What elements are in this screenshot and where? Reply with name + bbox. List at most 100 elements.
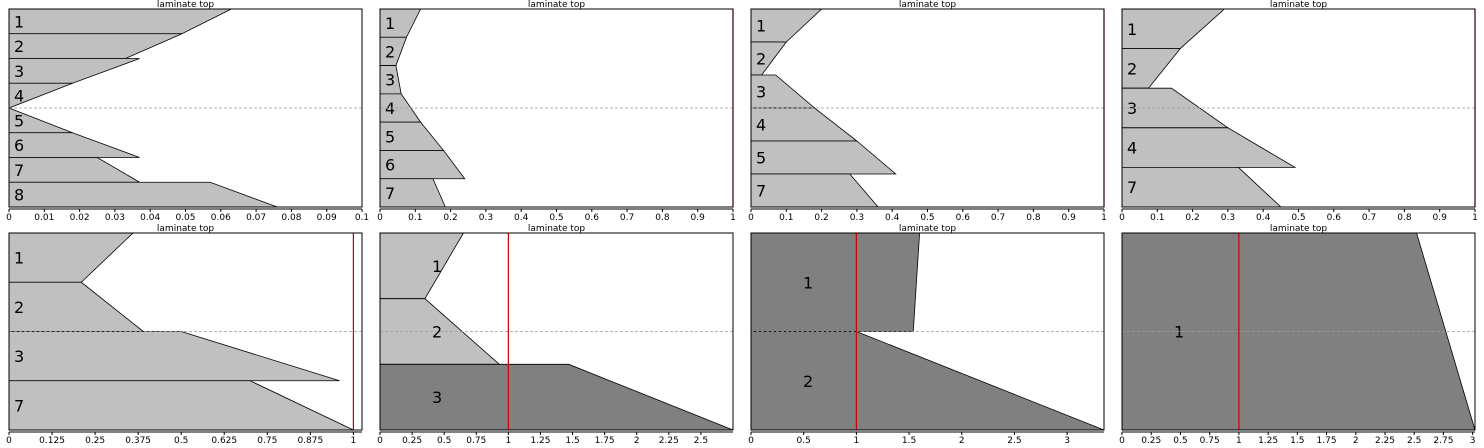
ply-label: 1 bbox=[1174, 323, 1184, 342]
x-axis: 0 0.25 0.5 0.75 1 1.25 1.5 1.75 2 2.25 2.5 bbox=[377, 431, 733, 446]
x-tick-label: 0.7 bbox=[620, 213, 634, 223]
x-tick-label: 0.6 bbox=[1327, 213, 1342, 223]
x-axis: 0 0.1 0.2 0.3 0.4 0.5 0.6 0.7 0.8 0.9 1 bbox=[377, 208, 736, 223]
x-tick-label: 0 bbox=[377, 213, 383, 223]
ply-label: 2 bbox=[756, 50, 766, 69]
x-tick-label: 0.06 bbox=[211, 213, 231, 223]
plot-frame bbox=[379, 8, 734, 208]
x-tick-label: 0.9 bbox=[1433, 213, 1448, 223]
x-tick-label: 0 bbox=[6, 213, 12, 223]
ply-1 bbox=[750, 232, 921, 332]
plot-frame bbox=[1121, 232, 1476, 431]
chart-title: laminate top bbox=[528, 0, 585, 10]
x-tick-label: 0.07 bbox=[246, 213, 266, 223]
plot-frame bbox=[8, 8, 363, 208]
x-tick-label: 1 bbox=[351, 436, 357, 446]
x-tick-label: 2.5 bbox=[694, 436, 708, 446]
x-tick-label: 0.2 bbox=[814, 213, 828, 223]
x-axis: 0 0.01 0.02 0.03 0.04 0.05 0.06 0.07 0.08 0.09 0.1 bbox=[6, 208, 369, 223]
plot-frame bbox=[379, 232, 734, 431]
x-tick-label: 0.1 bbox=[1150, 213, 1164, 223]
laminate-chart-2: laminate top 1 2 3 4 5 6 70 0.1 0.2 0.3 0.4 0.5 0.6 0.… bbox=[377, 0, 736, 223]
ply-label: 1 bbox=[756, 17, 766, 36]
ply-label: 2 bbox=[1127, 59, 1137, 78]
x-tick-label: 0.05 bbox=[175, 213, 195, 223]
chart-title: laminate top bbox=[899, 0, 956, 10]
ply-label: 2 bbox=[432, 323, 442, 342]
ply-label: 6 bbox=[14, 136, 24, 155]
ply-label: 1 bbox=[14, 249, 24, 268]
ply-label: 5 bbox=[385, 127, 395, 146]
ply-label: 3 bbox=[1127, 99, 1137, 118]
x-axis: 0 0.125 0.25 0.375 0.5 0.625 0.75 0.875 1 bbox=[6, 431, 362, 446]
x-tick-label: 1 bbox=[1101, 213, 1107, 223]
x-tick-label: 0.4 bbox=[1256, 213, 1271, 223]
ply-label: 8 bbox=[14, 186, 24, 205]
x-tick-label: 1.25 bbox=[1258, 436, 1278, 446]
laminate-chart-7: laminate top 1 2 0 0.5 1 1.5 2 2.5 3 bbox=[748, 224, 1105, 446]
chart-title: laminate top bbox=[899, 224, 956, 234]
x-tick-label: 1 bbox=[854, 436, 860, 446]
x-tick-label: 0 bbox=[748, 213, 754, 223]
ply-label: 7 bbox=[756, 182, 766, 201]
x-tick-label: 0.7 bbox=[1362, 213, 1376, 223]
plot-frame bbox=[750, 8, 1105, 208]
plot-frame bbox=[8, 232, 363, 431]
ply-label: 5 bbox=[14, 111, 24, 130]
x-tick-label: 2.75 bbox=[1433, 436, 1453, 446]
ply-label: 3 bbox=[14, 347, 24, 366]
ply-label: 2 bbox=[385, 42, 395, 61]
x-tick-label: 2 bbox=[1353, 436, 1359, 446]
x-tick-label: 0.6 bbox=[956, 213, 971, 223]
x-tick-label: 1.75 bbox=[595, 436, 615, 446]
x-tick-label: 0.4 bbox=[514, 213, 529, 223]
plot-frame bbox=[1121, 8, 1476, 208]
ply-label: 2 bbox=[14, 37, 24, 56]
ply-label: 2 bbox=[803, 372, 813, 391]
x-tick-label: 0 bbox=[1119, 436, 1125, 446]
x-tick-label: 0.5 bbox=[1173, 436, 1187, 446]
x-tick-label: 0.9 bbox=[1062, 213, 1077, 223]
x-tick-label: 0.03 bbox=[105, 213, 125, 223]
x-tick-label: 0.375 bbox=[125, 436, 151, 446]
ply-label: 3 bbox=[756, 83, 766, 102]
x-tick-label: 0.6 bbox=[585, 213, 600, 223]
ply-label: 4 bbox=[756, 116, 766, 135]
x-tick-label: 0.25 bbox=[402, 436, 422, 446]
ply-label: 1 bbox=[14, 12, 24, 31]
x-tick-label: 0.8 bbox=[655, 213, 670, 223]
x-tick-label: 0.8 bbox=[1026, 213, 1041, 223]
ply-label: 4 bbox=[14, 87, 24, 106]
ply-label: 3 bbox=[14, 62, 24, 81]
x-tick-label: 0.3 bbox=[1221, 213, 1235, 223]
x-tick-label: 1 bbox=[730, 213, 736, 223]
laminate-chart-6: laminate top 1 2 3 0 0.25 0.5 0.75 1 1.25 1.5 1.75 2… bbox=[377, 224, 734, 446]
x-tick-label: 2.5 bbox=[1007, 436, 1021, 446]
chart-title: laminate top bbox=[157, 0, 214, 10]
x-tick-label: 1 bbox=[1236, 436, 1242, 446]
laminate-chart-1: laminate top 1 2 3 4 5 6 7 80 0.01 0.02 0.03 0.04 0.0… bbox=[6, 0, 369, 223]
x-tick-label: 1.75 bbox=[1317, 436, 1337, 446]
x-tick-label: 0.75 bbox=[257, 436, 277, 446]
x-tick-label: 0 bbox=[748, 436, 754, 446]
x-tick-label: 1.5 bbox=[1290, 436, 1304, 446]
x-tick-label: 0.5 bbox=[174, 436, 188, 446]
x-tick-label: 0.1 bbox=[779, 213, 793, 223]
x-tick-label: 0.5 bbox=[920, 213, 934, 223]
ply-label: 2 bbox=[14, 298, 24, 317]
x-tick-label: 0.02 bbox=[70, 213, 90, 223]
x-tick-label: 2.25 bbox=[1375, 436, 1395, 446]
ply-label: 1 bbox=[1127, 20, 1137, 39]
x-tick-label: 0.625 bbox=[211, 436, 237, 446]
x-tick-label: 0.8 bbox=[1397, 213, 1412, 223]
x-tick-label: 3 bbox=[1470, 436, 1476, 446]
x-tick-label: 0 bbox=[377, 436, 383, 446]
x-axis: 0 0.25 0.5 0.75 1 1.25 1.5 1.75 2 2.25 2.5 2.75 3 bbox=[1119, 431, 1476, 446]
x-tick-label: 0.1 bbox=[408, 213, 422, 223]
x-tick-label: 0.2 bbox=[1185, 213, 1199, 223]
x-tick-label: 0.04 bbox=[140, 213, 160, 223]
laminate-chart-3: laminate top 1 2 3 4 5 7 0 0.1 0.2 0.3 0.4 0.5 0.6 0.7… bbox=[748, 0, 1107, 223]
